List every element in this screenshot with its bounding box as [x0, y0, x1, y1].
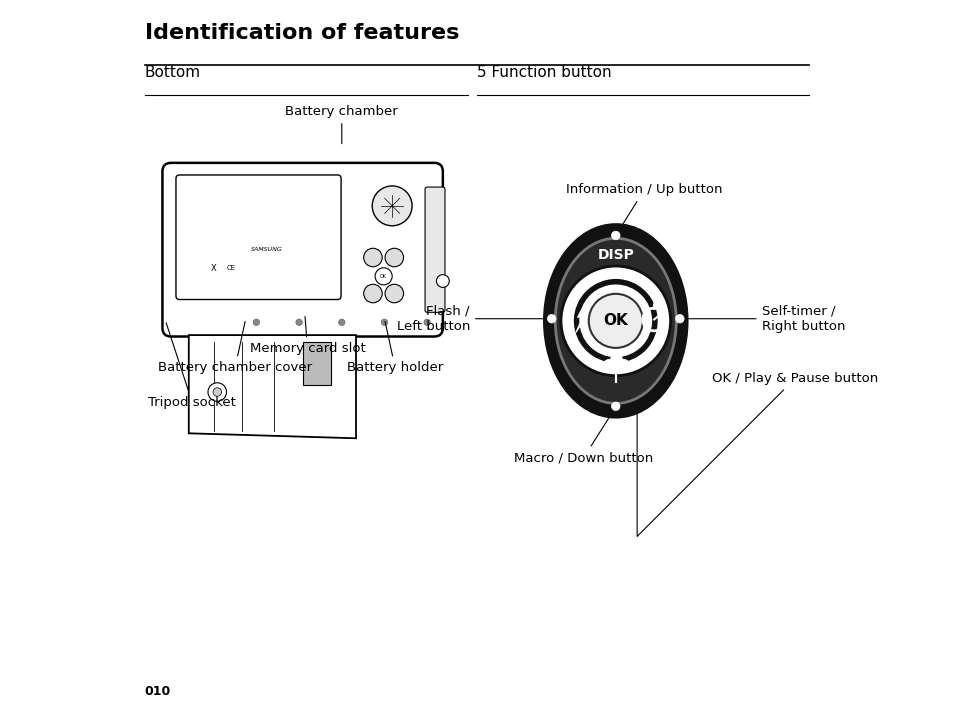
Text: OK / Play & Pause button: OK / Play & Pause button	[637, 334, 877, 536]
Text: SAMSUNG: SAMSUNG	[251, 247, 283, 252]
Circle shape	[609, 354, 622, 367]
Text: Tripod socket: Tripod socket	[148, 323, 235, 408]
Circle shape	[363, 248, 382, 267]
Text: Self-timer /
Right button: Self-timer / Right button	[682, 305, 844, 333]
Circle shape	[611, 231, 619, 240]
Ellipse shape	[549, 230, 680, 412]
Circle shape	[213, 388, 221, 396]
Circle shape	[372, 186, 412, 226]
Text: Battery chamber cover: Battery chamber cover	[158, 321, 312, 374]
FancyBboxPatch shape	[162, 163, 442, 336]
Ellipse shape	[555, 238, 676, 403]
FancyBboxPatch shape	[302, 342, 331, 385]
Text: Memory card slot: Memory card slot	[250, 317, 365, 355]
Text: Battery holder: Battery holder	[347, 321, 443, 374]
FancyBboxPatch shape	[175, 175, 341, 300]
Circle shape	[588, 294, 642, 348]
Text: Bottom: Bottom	[145, 66, 200, 81]
Circle shape	[338, 319, 345, 325]
Circle shape	[576, 282, 654, 360]
Circle shape	[208, 383, 226, 401]
Circle shape	[560, 266, 670, 376]
Text: 010: 010	[145, 685, 171, 698]
Circle shape	[295, 319, 302, 325]
Circle shape	[602, 359, 615, 372]
Polygon shape	[189, 335, 355, 438]
Text: CE: CE	[227, 266, 235, 271]
Circle shape	[423, 319, 430, 325]
Text: Battery chamber: Battery chamber	[285, 105, 397, 144]
Circle shape	[436, 274, 449, 287]
Text: Macro / Down button: Macro / Down button	[514, 409, 653, 464]
Circle shape	[385, 248, 403, 267]
Circle shape	[381, 319, 387, 325]
Text: Flash /
Left button: Flash / Left button	[396, 305, 548, 333]
Circle shape	[675, 315, 683, 323]
Circle shape	[385, 284, 403, 303]
FancyBboxPatch shape	[425, 187, 444, 312]
Text: Information / Up button: Information / Up button	[565, 184, 721, 233]
Text: Identification of features: Identification of features	[145, 23, 458, 43]
Circle shape	[611, 402, 619, 410]
Circle shape	[363, 284, 382, 303]
Text: 5 Function button: 5 Function button	[476, 66, 611, 81]
Text: OK: OK	[379, 274, 387, 279]
Circle shape	[547, 315, 556, 323]
Circle shape	[253, 319, 259, 325]
Circle shape	[375, 268, 392, 285]
Polygon shape	[575, 304, 587, 333]
Text: X: X	[211, 264, 216, 273]
Circle shape	[617, 359, 629, 372]
Text: OK: OK	[602, 313, 627, 328]
Text: DISP: DISP	[597, 248, 634, 262]
Circle shape	[612, 361, 619, 369]
